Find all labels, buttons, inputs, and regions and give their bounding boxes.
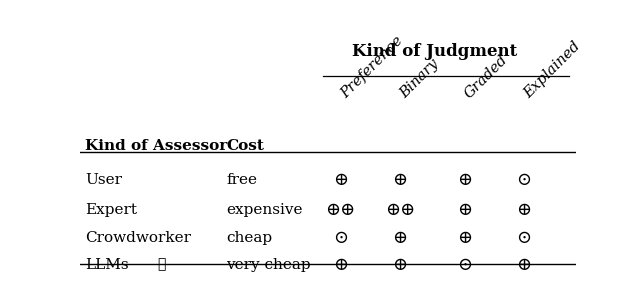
Text: ⊕: ⊕ [457,229,472,247]
Text: ⊙: ⊙ [516,171,531,189]
Text: ⊕⊕: ⊕⊕ [385,201,415,219]
Text: Binary: Binary [397,57,442,101]
Text: very cheap: very cheap [227,258,311,272]
Text: ⊙: ⊙ [457,256,472,274]
Text: Cost: Cost [227,139,264,153]
Text: ⊕: ⊕ [333,256,348,274]
Text: Kind of Assessor: Kind of Assessor [85,139,227,153]
Text: free: free [227,173,257,188]
Text: LLMs: LLMs [85,258,129,272]
Text: ⊕: ⊕ [516,256,531,274]
Text: ⊕: ⊕ [516,201,531,219]
Text: ⊕: ⊕ [392,229,408,247]
Text: Kind of Judgment: Kind of Judgment [352,43,517,60]
Text: Explained: Explained [522,39,584,101]
Text: Crowdworker: Crowdworker [85,231,191,245]
Text: ⊕: ⊕ [392,171,408,189]
Text: expensive: expensive [227,203,303,218]
Text: cheap: cheap [227,231,273,245]
Text: ⊙: ⊙ [333,229,348,247]
Text: ⊕: ⊕ [392,256,408,274]
Text: 🌀: 🌀 [157,258,165,272]
Text: Graded: Graded [462,53,511,101]
Text: Expert: Expert [85,203,137,218]
Text: ⊕: ⊕ [457,171,472,189]
Text: ⊕: ⊕ [457,201,472,219]
Text: ⊕⊕: ⊕⊕ [325,201,356,219]
Text: Preference: Preference [338,34,405,101]
Text: User: User [85,173,122,188]
Text: ⊕: ⊕ [333,171,348,189]
Text: ⊙: ⊙ [516,229,531,247]
